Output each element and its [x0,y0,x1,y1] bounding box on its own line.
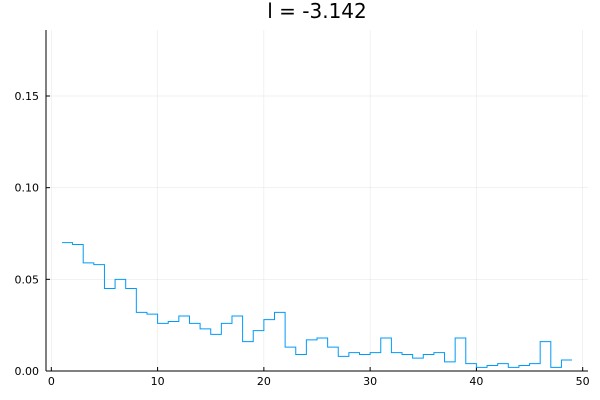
x-tick-label: 10 [151,375,165,388]
series-line [61,242,573,368]
axes [45,30,588,372]
y-tick-label: 0.00 [15,365,40,378]
series-layer [61,242,573,368]
y-tick-label: 0.05 [15,273,40,286]
x-tick-label: 30 [363,375,377,388]
x-tick-label: 50 [576,375,590,388]
x-tick-label: 40 [469,375,483,388]
x-tick-label: 0 [48,375,55,388]
tick-labels: 0 10 20 30 40 50 0.00 0.05 0.10 0.15 [15,90,590,388]
y-tick-label: 0.15 [15,90,40,103]
x-tick-label: 20 [257,375,271,388]
y-tick-label: 0.10 [15,182,40,195]
grid [46,30,588,372]
chart-title: l = -3.142 [267,0,367,23]
